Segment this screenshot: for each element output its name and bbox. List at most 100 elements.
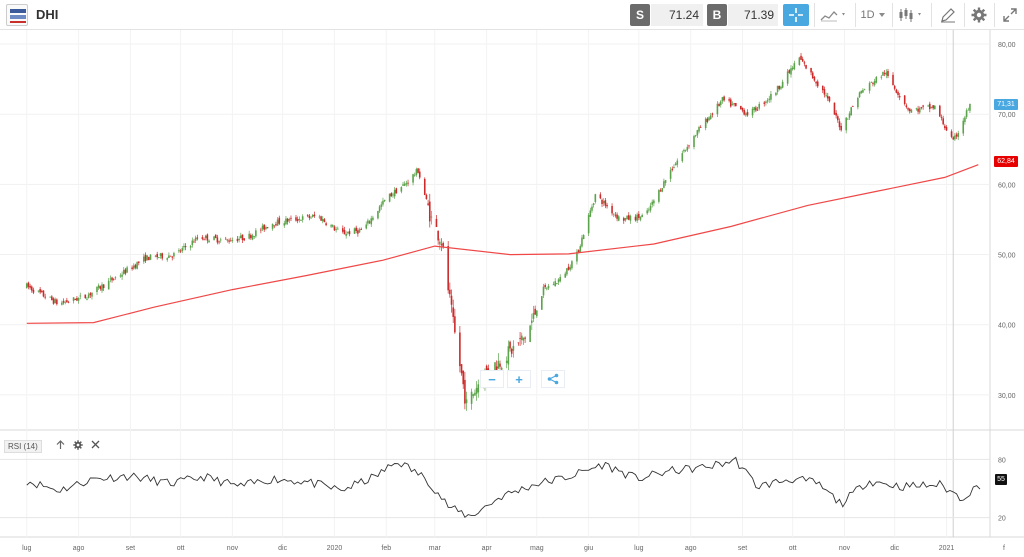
- candle-body: [428, 201, 431, 222]
- candle-body: [629, 215, 632, 221]
- candle-body: [928, 103, 931, 110]
- candle-body: [950, 131, 953, 137]
- settings-button[interactable]: [968, 4, 990, 26]
- share-icon: [547, 373, 559, 385]
- candle-body: [805, 64, 807, 69]
- crosshair-button[interactable]: [783, 4, 809, 26]
- candle-body: [154, 255, 157, 257]
- candle-body: [751, 108, 754, 116]
- candle-body: [638, 213, 640, 218]
- share-button[interactable]: [541, 370, 565, 388]
- candle-body: [589, 210, 592, 217]
- time-tick-label: ott: [177, 545, 185, 552]
- candle-body: [616, 214, 618, 219]
- candle-body: [592, 203, 595, 205]
- candle-body: [719, 101, 722, 106]
- candle-body: [763, 102, 766, 104]
- candle-body: [25, 283, 28, 289]
- candle-body: [711, 113, 714, 115]
- drawing-tools-button[interactable]: [935, 4, 961, 26]
- candle-body: [206, 234, 209, 241]
- candle-body: [452, 307, 454, 317]
- buy-price[interactable]: 71.39: [728, 4, 778, 26]
- candle-body: [158, 257, 160, 258]
- price-axis: 80,00 70,00 60,00 50,00 40,00 30,00: [998, 42, 1016, 400]
- candle-body: [51, 296, 53, 300]
- candle-body: [393, 189, 396, 197]
- candle-body: [786, 71, 789, 84]
- candle-body: [626, 215, 628, 220]
- candle-body: [684, 149, 687, 151]
- rsi-header: RSI (14): [0, 438, 100, 454]
- sell-button[interactable]: S: [630, 4, 650, 26]
- timeframe-dropdown[interactable]: 1D: [858, 4, 888, 26]
- candle-body: [415, 169, 418, 175]
- candle-body: [723, 96, 725, 101]
- instrument-symbol[interactable]: DHI: [36, 7, 59, 22]
- time-tick-label: dic: [278, 545, 287, 552]
- time-tick-label: 2021: [939, 545, 955, 552]
- time-tick-label: nov: [227, 545, 239, 552]
- chart-grid: [0, 30, 1024, 538]
- candle-body: [418, 171, 421, 178]
- candle-body: [96, 286, 98, 293]
- time-axis: lug ago set ott nov dic 2020 feb mar apr mag giu lug…: [22, 545, 1005, 552]
- candle-body: [815, 81, 817, 84]
- candle-body: [126, 267, 128, 273]
- candles-style-button[interactable]: [896, 4, 928, 26]
- candle-body: [641, 215, 643, 218]
- candle-body: [648, 209, 650, 211]
- zoom-out-button[interactable]: −: [480, 370, 504, 388]
- candle-body: [857, 97, 859, 108]
- candle-body: [298, 218, 301, 220]
- candle-body: [171, 256, 174, 258]
- candle-body: [288, 219, 291, 221]
- candle-body: [740, 105, 742, 110]
- candle-body: [741, 107, 744, 111]
- candle-body: [392, 194, 394, 196]
- sell-price[interactable]: 71.24: [651, 4, 703, 26]
- candle-body: [512, 345, 515, 351]
- candle-body: [529, 325, 531, 342]
- candle-body: [611, 205, 613, 214]
- zoom-out-icon: −: [488, 371, 496, 387]
- price-chart[interactable]: 80,00 70,00 60,00 50,00 40,00 30,00 80 20 lug a…: [0, 30, 1024, 557]
- candle-body: [323, 219, 326, 222]
- rsi-axis: 80 20: [998, 457, 1006, 522]
- candle-body: [728, 99, 730, 101]
- rsi-settings-button[interactable]: [73, 439, 83, 453]
- candle-body: [383, 199, 386, 202]
- candle-body: [823, 89, 826, 95]
- crosshair-icon: [789, 8, 803, 22]
- fullscreen-button[interactable]: [998, 4, 1022, 26]
- candle-body: [41, 290, 43, 292]
- candle-body: [858, 92, 861, 98]
- rsi-move-up-button[interactable]: [56, 439, 65, 453]
- candle-body: [67, 301, 70, 303]
- candle-body: [159, 253, 162, 256]
- candle-body: [313, 214, 316, 217]
- rsi-indicator-label[interactable]: RSI (14): [4, 439, 42, 453]
- rsi-close-button[interactable]: [91, 440, 100, 452]
- candle-body: [450, 295, 453, 305]
- candle-body: [676, 160, 679, 165]
- candle-body: [236, 238, 239, 242]
- candle-body: [731, 104, 734, 106]
- last-price-tag: 71,31: [994, 99, 1018, 110]
- price-tick-label: 60,00: [998, 182, 1016, 189]
- candle-body: [372, 217, 374, 220]
- candle-body: [464, 379, 466, 404]
- chart-type-button[interactable]: [818, 4, 850, 26]
- candle-body: [673, 167, 675, 169]
- candle-body: [122, 269, 125, 275]
- candle-body: [664, 180, 667, 183]
- candle-body: [954, 135, 956, 140]
- candle-body: [203, 239, 205, 241]
- zoom-in-button[interactable]: +: [507, 370, 531, 388]
- buy-button[interactable]: B: [707, 4, 727, 26]
- candle-body: [892, 74, 894, 86]
- candle-body: [798, 57, 801, 65]
- candle-body: [576, 251, 578, 262]
- candle-body: [833, 102, 836, 115]
- candle-body: [218, 241, 220, 243]
